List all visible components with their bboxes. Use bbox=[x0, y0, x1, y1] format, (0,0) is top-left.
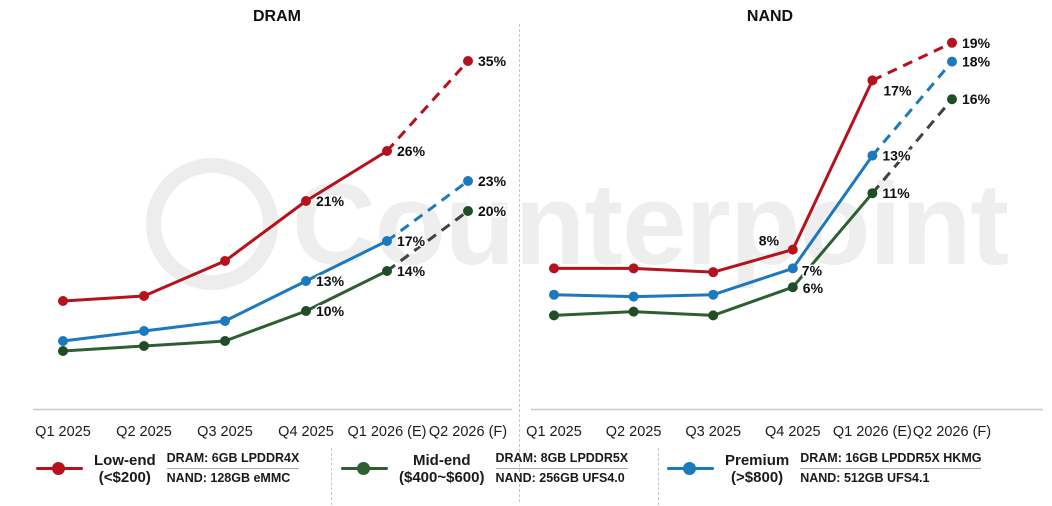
x-axis-label: Q1 2026 (E) bbox=[833, 424, 912, 440]
forecast-line bbox=[386, 179, 469, 243]
data-point bbox=[867, 150, 878, 161]
data-point bbox=[549, 263, 559, 274]
data-point bbox=[708, 267, 719, 278]
legend-divider bbox=[658, 448, 659, 505]
data-point bbox=[787, 263, 798, 274]
legend-item: Mid-end ($400~$600) DRAM: 8GB LPDDR5X NA… bbox=[341, 451, 629, 486]
series-line bbox=[554, 79, 874, 274]
nand-chart-title: NAND bbox=[746, 8, 794, 25]
data-point bbox=[220, 336, 230, 346]
data-point-label: 17% bbox=[883, 82, 912, 98]
data-point bbox=[301, 196, 311, 206]
data-point bbox=[382, 146, 392, 156]
x-axis-label: Q3 2025 bbox=[197, 424, 253, 440]
legend-specs: DRAM: 6GB LPDDR4X NAND: 128GB eMMC bbox=[166, 451, 300, 486]
data-point bbox=[947, 94, 957, 105]
data-point-label: 26% bbox=[397, 143, 426, 159]
x-axis-label: Q4 2025 bbox=[278, 424, 334, 440]
legend-tier-name: Mid-end ($400~$600) bbox=[399, 451, 485, 486]
premium-series-marker-icon bbox=[667, 462, 714, 475]
legend-tier-name: Low-end (<$200) bbox=[94, 451, 156, 486]
x-axis-label: Q2 2025 bbox=[606, 424, 662, 440]
legend-specs: DRAM: 8GB LPDDR5X NAND: 256GB UFS4.0 bbox=[495, 451, 629, 486]
x-axis-label: Q2 2026 (F) bbox=[913, 424, 991, 440]
data-point-label: 10% bbox=[316, 303, 345, 319]
panel-divider bbox=[519, 24, 520, 502]
data-point bbox=[947, 37, 957, 48]
dram-chart: Q1 2025 Q2 2025 Q3 2025 Q4 2025 Q1 2026 (E) Q… bbox=[33, 52, 512, 440]
data-point-label: 13% bbox=[882, 148, 911, 164]
forecast-line bbox=[871, 98, 954, 195]
x-axis-label: Q2 2025 bbox=[116, 424, 172, 440]
data-point-label: 18% bbox=[962, 54, 991, 70]
data-point bbox=[220, 256, 230, 266]
data-point-label: 35% bbox=[478, 53, 507, 69]
data-point bbox=[867, 75, 878, 86]
data-point bbox=[139, 291, 149, 301]
data-point bbox=[463, 206, 473, 216]
data-point bbox=[382, 236, 392, 246]
legend-specs: DRAM: 16GB LPDDR5X HKMG NAND: 512GB UFS4… bbox=[800, 451, 982, 486]
forecast-line bbox=[871, 41, 953, 82]
data-point-label: 17% bbox=[397, 233, 426, 249]
data-point-label: 13% bbox=[316, 273, 345, 289]
data-point bbox=[301, 306, 311, 316]
data-point bbox=[708, 289, 719, 300]
legend-nand-spec: NAND: 128GB eMMC bbox=[166, 471, 291, 485]
data-point-label: 6% bbox=[803, 280, 824, 296]
data-point bbox=[220, 316, 230, 326]
data-point bbox=[628, 263, 639, 274]
data-point bbox=[787, 282, 798, 293]
data-point bbox=[301, 276, 311, 286]
forecast-line bbox=[385, 59, 470, 153]
data-point bbox=[708, 310, 719, 321]
data-point bbox=[549, 310, 559, 321]
data-point bbox=[139, 326, 149, 336]
data-point-label: 19% bbox=[962, 35, 991, 51]
low-end-series-marker-icon bbox=[36, 462, 83, 475]
data-point bbox=[787, 244, 798, 255]
data-point bbox=[58, 336, 68, 346]
data-point bbox=[947, 56, 957, 67]
x-axis-label: Q1 2025 bbox=[526, 424, 582, 440]
legend-divider bbox=[331, 448, 332, 505]
data-point bbox=[58, 296, 68, 306]
legend-item: Low-end (<$200) DRAM: 6GB LPDDR4X NAND: … bbox=[36, 451, 300, 486]
legend-item: Premium (>$800) DRAM: 16GB LPDDR5X HKMG … bbox=[667, 451, 982, 486]
legend-dram-spec: DRAM: 8GB LPDDR5X bbox=[495, 451, 629, 469]
data-point bbox=[463, 56, 473, 66]
x-axis-label: Q2 2026 (F) bbox=[429, 424, 507, 440]
data-point-label: 23% bbox=[478, 173, 507, 189]
data-point bbox=[58, 346, 68, 356]
data-point bbox=[382, 266, 392, 276]
mid-end-series-marker-icon bbox=[341, 462, 388, 475]
data-point-label: 21% bbox=[316, 193, 345, 209]
data-point-label: 16% bbox=[962, 91, 991, 107]
x-axis-label: Q1 2025 bbox=[35, 424, 91, 440]
data-point-label: 7% bbox=[802, 262, 823, 278]
x-axis-label: Q3 2025 bbox=[685, 424, 741, 440]
legend-dram-spec: DRAM: 16GB LPDDR5X HKMG bbox=[800, 451, 982, 469]
dram-chart-title: DRAM bbox=[253, 8, 301, 25]
data-point bbox=[628, 306, 639, 317]
data-point bbox=[867, 188, 878, 199]
data-point bbox=[139, 341, 149, 351]
legend-nand-spec: NAND: 512GB UFS4.1 bbox=[800, 471, 930, 485]
data-point-label: 8% bbox=[759, 233, 780, 249]
data-point bbox=[549, 289, 559, 300]
legend-tier-name: Premium (>$800) bbox=[725, 451, 790, 486]
forecast-line bbox=[871, 60, 954, 157]
data-point-label: 20% bbox=[478, 203, 507, 219]
legend-dram-spec: DRAM: 6GB LPDDR4X bbox=[166, 451, 300, 469]
data-point bbox=[463, 176, 473, 186]
data-point-label: 14% bbox=[397, 263, 426, 279]
x-axis-label: Q1 2026 (E) bbox=[348, 424, 427, 440]
data-point-label: 11% bbox=[882, 185, 910, 201]
data-point bbox=[628, 291, 639, 302]
x-axis-label: Q4 2025 bbox=[765, 424, 821, 440]
nand-chart: Q1 2025 Q2 2025 Q3 2025 Q4 2025 Q1 2026 (E) Q… bbox=[526, 33, 1043, 440]
legend-nand-spec: NAND: 256GB UFS4.0 bbox=[495, 471, 625, 485]
